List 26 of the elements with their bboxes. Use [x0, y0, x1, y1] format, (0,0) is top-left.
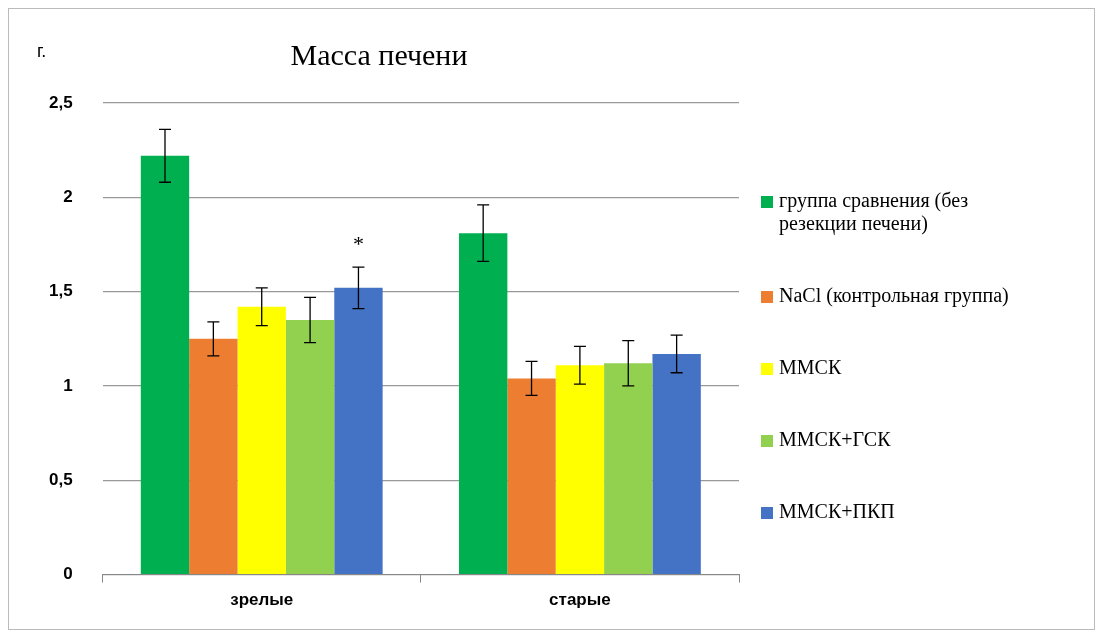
bar	[140, 155, 190, 574]
y-tick-label: 2	[63, 187, 73, 207]
legend-label: NaCl (контрольная группа)	[779, 284, 1009, 307]
bar	[652, 353, 701, 574]
y-tick-label: 0,5	[48, 469, 73, 489]
bar	[237, 306, 286, 574]
chart-title: Масса печени	[290, 37, 468, 71]
y-tick-label: 2,5	[48, 92, 73, 112]
bar	[555, 365, 605, 574]
legend-label: ММСК+ПКП	[779, 500, 895, 523]
legend-label: ММСК	[779, 356, 842, 379]
annotation: *	[352, 230, 364, 256]
bar	[285, 319, 335, 574]
legend-label: группа сравнения (без резекции печени)	[779, 189, 970, 235]
bar	[604, 363, 653, 574]
y-tick-label: 0	[63, 564, 73, 584]
y-tick-label: 1,5	[48, 281, 73, 301]
bar	[507, 378, 556, 574]
y-axis-title: г.	[37, 41, 47, 62]
x-tick-label: старые	[549, 590, 611, 610]
x-tick-label: зрелые	[230, 590, 294, 610]
legend-label: ММСК+ГСК	[779, 428, 891, 451]
bar	[189, 338, 238, 574]
y-tick-label: 1	[63, 375, 73, 395]
bar	[459, 233, 508, 574]
bar	[334, 287, 383, 574]
